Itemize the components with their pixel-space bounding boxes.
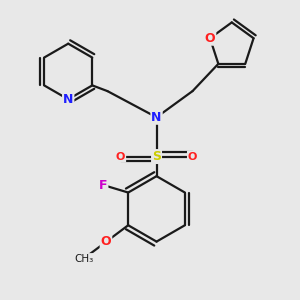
Text: N: N [152, 111, 162, 124]
Text: N: N [63, 93, 74, 106]
Text: O: O [205, 32, 215, 45]
Text: F: F [99, 178, 107, 191]
Text: S: S [152, 150, 161, 163]
Text: O: O [101, 236, 111, 248]
Text: O: O [188, 152, 197, 161]
Text: O: O [116, 152, 125, 161]
Text: CH₃: CH₃ [74, 254, 93, 264]
